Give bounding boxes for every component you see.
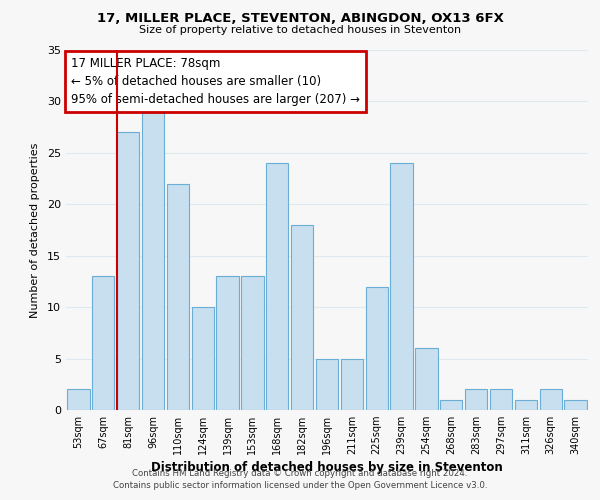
Bar (142, 112, 164, 410)
Bar (565, 400, 587, 410)
Bar (291, 225, 313, 410)
Bar (241, 276, 263, 410)
Bar (515, 400, 537, 410)
Text: Contains HM Land Registry data © Crown copyright and database right 2024.: Contains HM Land Registry data © Crown c… (132, 468, 468, 477)
Text: 17 MILLER PLACE: 78sqm
← 5% of detached houses are smaller (10)
95% of semi-deta: 17 MILLER PLACE: 78sqm ← 5% of detached … (71, 57, 360, 106)
Bar (440, 400, 463, 410)
Bar (539, 390, 562, 410)
Bar (341, 358, 363, 410)
Bar (117, 132, 139, 410)
Bar (490, 390, 512, 410)
Bar (316, 358, 338, 410)
Bar (391, 163, 413, 410)
Bar (465, 390, 487, 410)
Bar (217, 276, 239, 410)
Bar (266, 163, 289, 410)
Bar (92, 276, 115, 410)
Text: Contains public sector information licensed under the Open Government Licence v3: Contains public sector information licen… (113, 481, 487, 490)
Bar (191, 307, 214, 410)
Bar (67, 390, 89, 410)
Text: 17, MILLER PLACE, STEVENTON, ABINGDON, OX13 6FX: 17, MILLER PLACE, STEVENTON, ABINGDON, O… (97, 12, 503, 26)
Text: Size of property relative to detached houses in Steventon: Size of property relative to detached ho… (139, 25, 461, 35)
Bar (167, 184, 189, 410)
Bar (415, 348, 437, 410)
Bar (365, 286, 388, 410)
X-axis label: Distribution of detached houses by size in Steventon: Distribution of detached houses by size … (151, 462, 503, 474)
Y-axis label: Number of detached properties: Number of detached properties (30, 142, 40, 318)
